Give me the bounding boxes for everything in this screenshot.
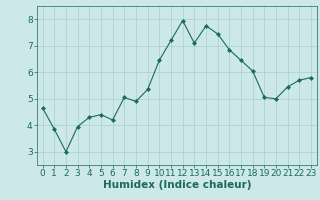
X-axis label: Humidex (Indice chaleur): Humidex (Indice chaleur) xyxy=(102,180,251,190)
